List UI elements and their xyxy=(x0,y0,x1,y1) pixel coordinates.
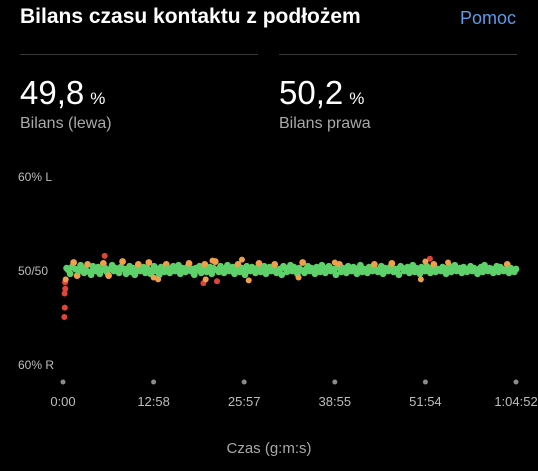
x-tick-dot xyxy=(513,379,519,385)
data-point xyxy=(311,270,319,278)
help-link[interactable]: Pomoc xyxy=(459,8,516,28)
data-point xyxy=(105,272,112,280)
data-point xyxy=(299,259,307,266)
outlier-point xyxy=(61,314,68,320)
outlier-point xyxy=(209,257,216,264)
data-point xyxy=(416,270,424,278)
data-point xyxy=(278,271,286,279)
data-point xyxy=(70,259,78,266)
y-tick-label: 60% L xyxy=(18,170,52,184)
data-point xyxy=(395,271,403,279)
right-balance-unit: % xyxy=(349,89,365,108)
outlier-point xyxy=(61,290,68,297)
data-point xyxy=(255,260,263,267)
outlier-point xyxy=(150,274,157,281)
y-tick-label: 60% R xyxy=(18,358,54,372)
outlier-point xyxy=(202,276,209,283)
balance-chart: 60% L 50/50 60% R 0:00 12:58 25:57 38:55 51:54 1… xyxy=(18,170,538,409)
data-point xyxy=(512,265,520,273)
data-point xyxy=(208,270,216,278)
x-tick-dot xyxy=(60,379,66,385)
outlier-point xyxy=(422,258,429,265)
x-tick-label: 25:57 xyxy=(228,394,261,409)
x-tick-dot xyxy=(241,379,247,385)
data-point xyxy=(451,261,459,269)
data-point xyxy=(241,271,249,279)
data-point xyxy=(115,269,123,277)
x-tick-label: 38:55 xyxy=(319,394,352,409)
data-point xyxy=(87,271,95,279)
right-balance-number: 50,2 xyxy=(279,74,344,111)
outlier-point xyxy=(238,256,245,263)
left-balance-unit: % xyxy=(90,89,106,108)
x-tick-label: 0:00 xyxy=(50,394,75,409)
outlier-point xyxy=(62,285,69,292)
data-point xyxy=(143,264,151,272)
data-point xyxy=(370,260,378,268)
data-point xyxy=(119,258,126,265)
x-tick-label: 12:58 xyxy=(137,394,170,409)
data-point xyxy=(353,270,361,278)
page-title: Bilans czasu kontaktu z podłożem xyxy=(20,5,361,28)
data-point xyxy=(430,260,438,268)
outlier-point xyxy=(426,255,433,262)
x-tick-dot xyxy=(151,379,157,385)
data-point xyxy=(131,271,139,279)
outlier-point xyxy=(295,274,302,281)
right-balance-label: Bilans prawa xyxy=(279,115,371,132)
data-point xyxy=(185,260,193,267)
divider-right xyxy=(279,54,517,55)
data-point xyxy=(145,259,153,266)
data-point xyxy=(388,260,396,267)
data-point xyxy=(66,270,74,278)
data-point xyxy=(224,261,231,269)
outlier-point xyxy=(155,276,162,283)
left-balance-number: 49,8 xyxy=(20,74,85,111)
outlier-point xyxy=(417,276,424,283)
data-point xyxy=(363,269,371,277)
outlier-point xyxy=(214,278,221,285)
outlier-point xyxy=(331,259,338,266)
outlier-point xyxy=(245,277,252,284)
data-point xyxy=(332,271,340,279)
left-balance-value: 49,8% xyxy=(20,74,105,112)
data-point xyxy=(155,271,163,279)
outlier-point xyxy=(61,304,68,311)
data-point xyxy=(201,260,209,268)
x-tick-dot xyxy=(332,379,338,385)
outlier-point xyxy=(445,259,452,266)
data-point xyxy=(84,260,92,268)
right-balance-value: 50,2% xyxy=(279,74,364,112)
divider-left xyxy=(20,54,258,55)
data-point xyxy=(190,271,198,279)
x-tick-label: 51:54 xyxy=(409,394,442,409)
outlier-point xyxy=(101,252,108,259)
left-balance-label: Bilans (lewa) xyxy=(20,115,112,132)
x-tick-dot xyxy=(422,379,428,385)
y-tick-label: 50/50 xyxy=(18,264,48,278)
data-point xyxy=(271,260,279,268)
x-tick-label: 1:04:52 xyxy=(494,394,537,409)
data-point xyxy=(134,260,142,268)
x-axis-title: Czas (g:m:s) xyxy=(226,440,312,457)
outlier-point xyxy=(62,276,69,283)
